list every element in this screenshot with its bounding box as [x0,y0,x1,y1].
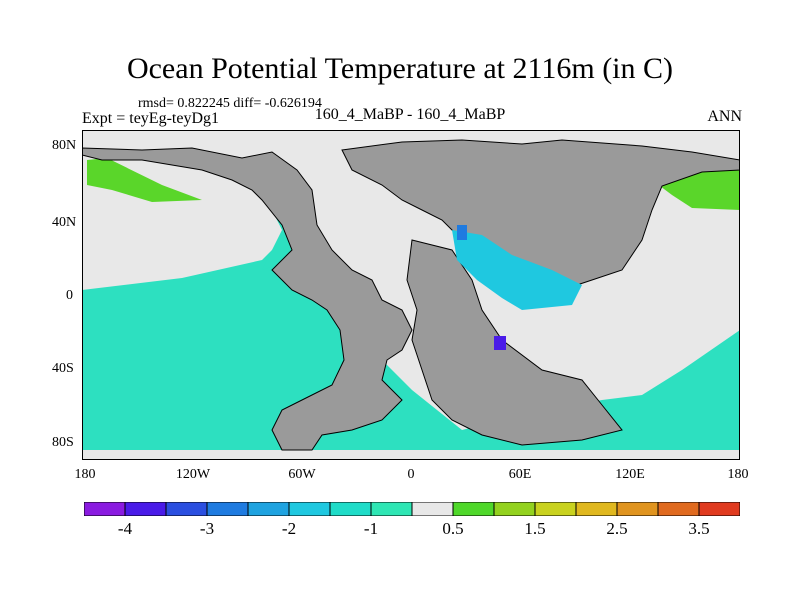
colorbar-label-1-5: 1.5 [524,519,546,538]
y-label-80s: 80S [52,435,74,450]
land-mass-eurasia [341,139,740,301]
experiment-label: Expt = teyEg-teyDg1 [82,110,219,127]
x-label-180w: 180 [74,467,96,482]
colorbar-label-3-5: 3.5 [688,519,710,538]
case-label: 160_4_MaBP - 160_4_MaBP [314,106,506,123]
colorbar-swatch [124,502,167,516]
colorbar-swatch [370,502,413,516]
y-label-40s: 40S [52,361,74,376]
colorbar-swatch [616,502,659,516]
y-label-80n: 80N [52,138,77,153]
colorbar-swatch [452,502,495,516]
ocean-cool-region [82,210,740,450]
cyan-anomaly-region [452,230,582,310]
colorbar-swatch [411,502,454,516]
colorbar-swatch [698,502,740,516]
colorbar-swatch [657,502,700,516]
colorbar-swatch [206,502,249,516]
violet-anomaly-patch [494,336,506,350]
land-mass-africa [406,239,623,446]
blue-anomaly-patch [457,225,467,240]
colorbar-swatch [329,502,372,516]
stats-text: rmsd= 0.822245 diff= -0.626194 [138,96,322,111]
colorbar-swatch [493,502,536,516]
colorbar-swatch [165,502,208,516]
colorbar-swatch [247,502,290,516]
map-border [82,130,740,460]
colorbar-label-neg1: -1 [363,519,379,538]
x-label-180e: 180 [727,467,749,482]
colorbar [84,502,740,516]
colorbar-label-neg2: -2 [281,519,297,538]
colorbar-swatch [575,502,618,516]
temperature-map [82,130,740,460]
y-label-40n: 40N [52,215,77,230]
x-label-120w: 120W [175,467,211,482]
map-title: Ocean Potential Temperature at 2116m (in… [126,52,674,85]
x-label-60w: 60W [288,467,316,482]
colorbar-swatch [288,502,331,516]
warm-region-ne [652,160,740,210]
colorbar-swatch [84,502,126,516]
warm-region-nw [87,158,202,202]
colorbar-label-neg3: -3 [199,519,215,538]
x-label-120e: 120E [615,467,645,482]
x-label-60e: 60E [508,467,532,482]
y-label-0: 0 [66,288,73,303]
x-label-0: 0 [407,467,415,482]
colorbar-swatch [534,502,577,516]
colorbar-label-0-5: 0.5 [442,519,464,538]
colorbar-label-neg4: -4 [117,519,133,538]
colorbar-label-2-5: 2.5 [606,519,628,538]
season-label: ANN [707,108,742,125]
land-mass-americas [82,147,413,451]
